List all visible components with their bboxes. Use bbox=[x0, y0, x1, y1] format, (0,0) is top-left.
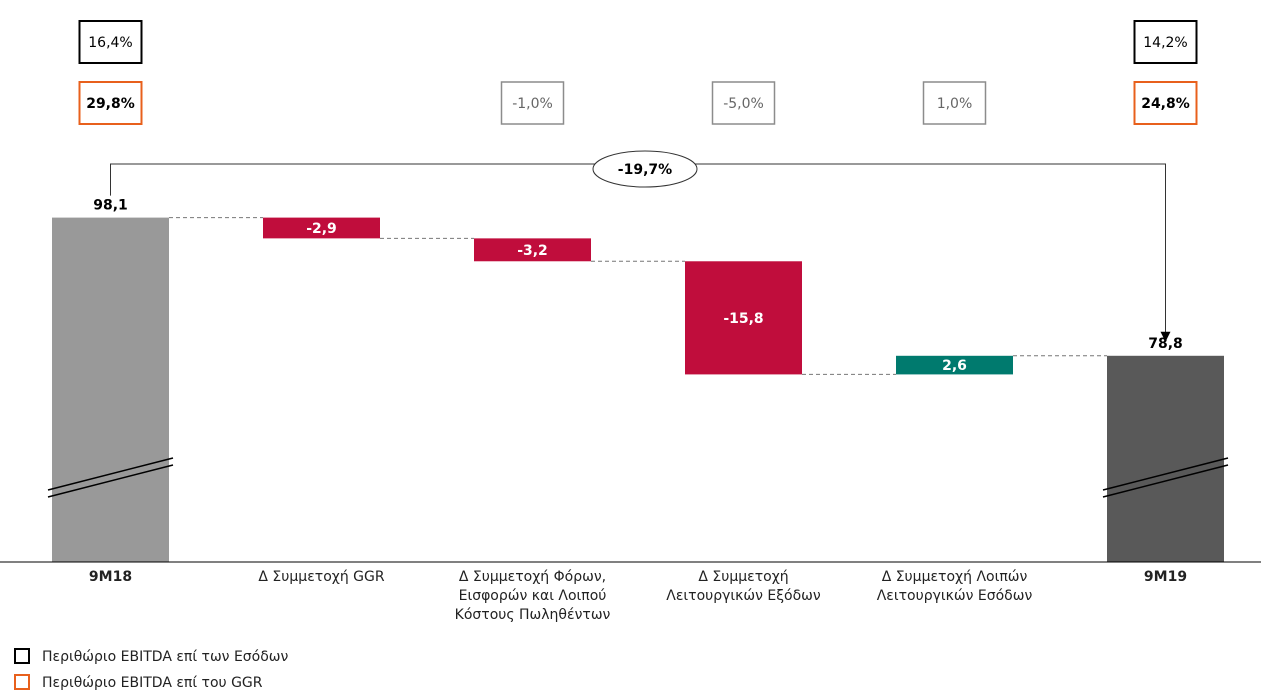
value-label: 2,6 bbox=[942, 358, 967, 374]
value-label: -15,8 bbox=[723, 311, 763, 327]
axis-break bbox=[47, 457, 174, 491]
margin-label: 14,2% bbox=[1143, 35, 1187, 51]
legend-swatch bbox=[14, 648, 30, 664]
bar bbox=[1107, 355, 1224, 562]
x-tick-label: 9M19 bbox=[1143, 569, 1188, 585]
bar bbox=[896, 355, 1013, 375]
margin-box bbox=[922, 81, 987, 125]
margin-label: -1,0% bbox=[512, 96, 553, 112]
change-ellipse bbox=[592, 150, 698, 188]
legend-swatch bbox=[14, 674, 30, 690]
margin-label: -5,0% bbox=[723, 96, 764, 112]
legend-label: Περιθώριο EBITDA επί των Εσόδων bbox=[42, 649, 289, 665]
margin-box bbox=[78, 81, 143, 125]
margin-label: 29,8% bbox=[86, 96, 135, 112]
margin-box bbox=[1133, 20, 1198, 64]
margin-box bbox=[1133, 81, 1198, 125]
change-bracket bbox=[110, 163, 1166, 334]
margin-box bbox=[711, 81, 776, 125]
margin-box bbox=[78, 20, 143, 64]
x-tick-label: Δ Συμμετοχή Φόρων, Εισφορών και Λοιπού Κ… bbox=[454, 569, 611, 623]
x-tick-label: Δ Συμμετοχή GGR bbox=[258, 569, 385, 585]
change-label: -19,7% bbox=[618, 162, 672, 178]
margin-label: 16,4% bbox=[88, 35, 132, 51]
arrow-head bbox=[1160, 331, 1171, 342]
x-tick-label: 9M18 bbox=[88, 569, 133, 585]
bar bbox=[685, 261, 802, 375]
legend-label: Περιθώριο EBITDA επί του GGR bbox=[42, 675, 263, 691]
bar bbox=[52, 217, 169, 562]
bar bbox=[474, 238, 591, 262]
axis-break bbox=[1102, 464, 1229, 498]
x-tick-label: Δ Συμμετοχή Λειτουργικών Εξόδων bbox=[666, 569, 821, 604]
axis-break bbox=[47, 464, 174, 498]
value-label: 98,1 bbox=[93, 198, 128, 214]
margin-box bbox=[500, 81, 565, 125]
margin-label: 1,0% bbox=[937, 96, 973, 112]
margin-label: 24,8% bbox=[1141, 96, 1190, 112]
value-label: -2,9 bbox=[306, 221, 337, 237]
value-label: -3,2 bbox=[517, 243, 548, 259]
value-label: 78,8 bbox=[1148, 336, 1183, 352]
x-tick-label: Δ Συμμετοχή Λοιπών Λειτουργικών Εσόδων bbox=[876, 569, 1033, 604]
bar bbox=[263, 217, 380, 239]
axis-break bbox=[1102, 457, 1229, 491]
